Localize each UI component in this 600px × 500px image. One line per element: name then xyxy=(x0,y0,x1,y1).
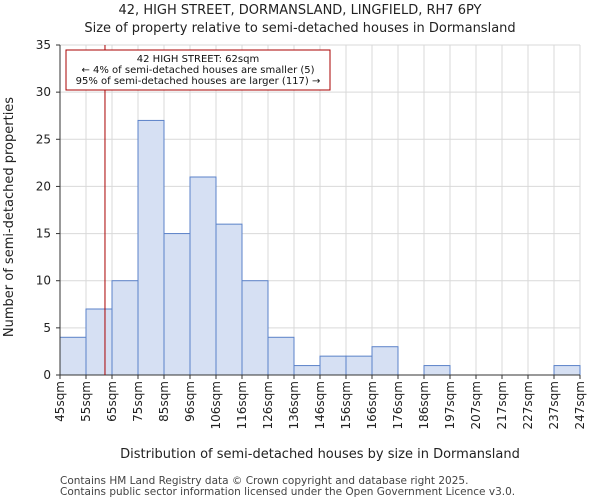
x-tick-label: 227sqm xyxy=(521,381,535,429)
y-tick-label: 35 xyxy=(36,38,51,52)
y-tick-label: 30 xyxy=(36,85,51,99)
bar xyxy=(163,233,191,376)
x-tick-label: 55sqm xyxy=(79,381,93,422)
x-tick-label: 247sqm xyxy=(573,381,587,429)
y-tick-label: 5 xyxy=(43,321,51,335)
x-tick-labels: 45sqm 55sqm 65sqm 75sqm 85sqm 96sqm 106sqm 116s… xyxy=(53,375,587,429)
x-tick-label: 197sqm xyxy=(443,381,457,429)
x-tick-label: 237sqm xyxy=(547,381,561,429)
annotation-line-3: 95% of semi-detached houses are larger (… xyxy=(76,76,321,87)
bar xyxy=(85,308,113,376)
bar xyxy=(267,336,295,376)
y-axis-label: Number of semi-detached properties xyxy=(2,97,17,337)
x-tick-label: 45sqm xyxy=(53,381,67,422)
chart-title: 42, HIGH STREET, DORMANSLAND, LINGFIELD,… xyxy=(119,3,482,18)
x-tick-label: 136sqm xyxy=(287,381,301,429)
footer-line-1: Contains HM Land Registry data © Crown c… xyxy=(60,475,468,487)
bar xyxy=(59,336,87,376)
y-tick-label: 15 xyxy=(36,227,51,241)
y-tick-labels: 0 5 10 15 20 25 30 35 xyxy=(36,38,60,382)
y-tick-label: 10 xyxy=(36,274,51,288)
bar xyxy=(553,365,581,376)
x-tick-label: 146sqm xyxy=(313,381,327,429)
x-tick-label: 106sqm xyxy=(209,381,223,429)
x-tick-label: 96sqm xyxy=(183,381,197,422)
bars xyxy=(59,119,581,376)
x-tick-label: 85sqm xyxy=(157,381,171,422)
x-tick-label: 176sqm xyxy=(391,381,405,429)
x-tick-label: 186sqm xyxy=(417,381,431,429)
bar xyxy=(215,223,243,376)
bar xyxy=(241,280,269,376)
annotation-line-2: ← 4% of semi-detached houses are smaller… xyxy=(81,65,314,76)
bar xyxy=(371,346,399,376)
footer-line-2: Contains public sector information licen… xyxy=(60,486,515,498)
bar xyxy=(345,355,373,376)
x-tick-label: 156sqm xyxy=(339,381,353,429)
x-tick-label: 207sqm xyxy=(469,381,483,429)
annotation-line-1: 42 HIGH STREET: 62sqm xyxy=(137,54,259,65)
x-tick-label: 217sqm xyxy=(495,381,509,429)
y-tick-label: 25 xyxy=(36,132,51,146)
x-axis-label: Distribution of semi-detached houses by … xyxy=(120,447,520,462)
bar xyxy=(319,355,347,376)
y-tick-label: 20 xyxy=(36,179,51,193)
y-tick-label: 0 xyxy=(43,368,51,382)
bar xyxy=(137,119,165,376)
x-tick-label: 116sqm xyxy=(235,381,249,429)
x-tick-label: 126sqm xyxy=(261,381,275,429)
chart-subtitle: Size of property relative to semi-detach… xyxy=(84,21,515,36)
annotation-box xyxy=(65,49,331,91)
bar xyxy=(111,280,139,376)
bar xyxy=(423,365,451,376)
bar xyxy=(293,365,321,376)
x-tick-label: 166sqm xyxy=(365,381,379,429)
x-tick-label: 65sqm xyxy=(105,381,119,422)
x-tick-label: 75sqm xyxy=(131,381,145,422)
bar xyxy=(189,176,217,376)
